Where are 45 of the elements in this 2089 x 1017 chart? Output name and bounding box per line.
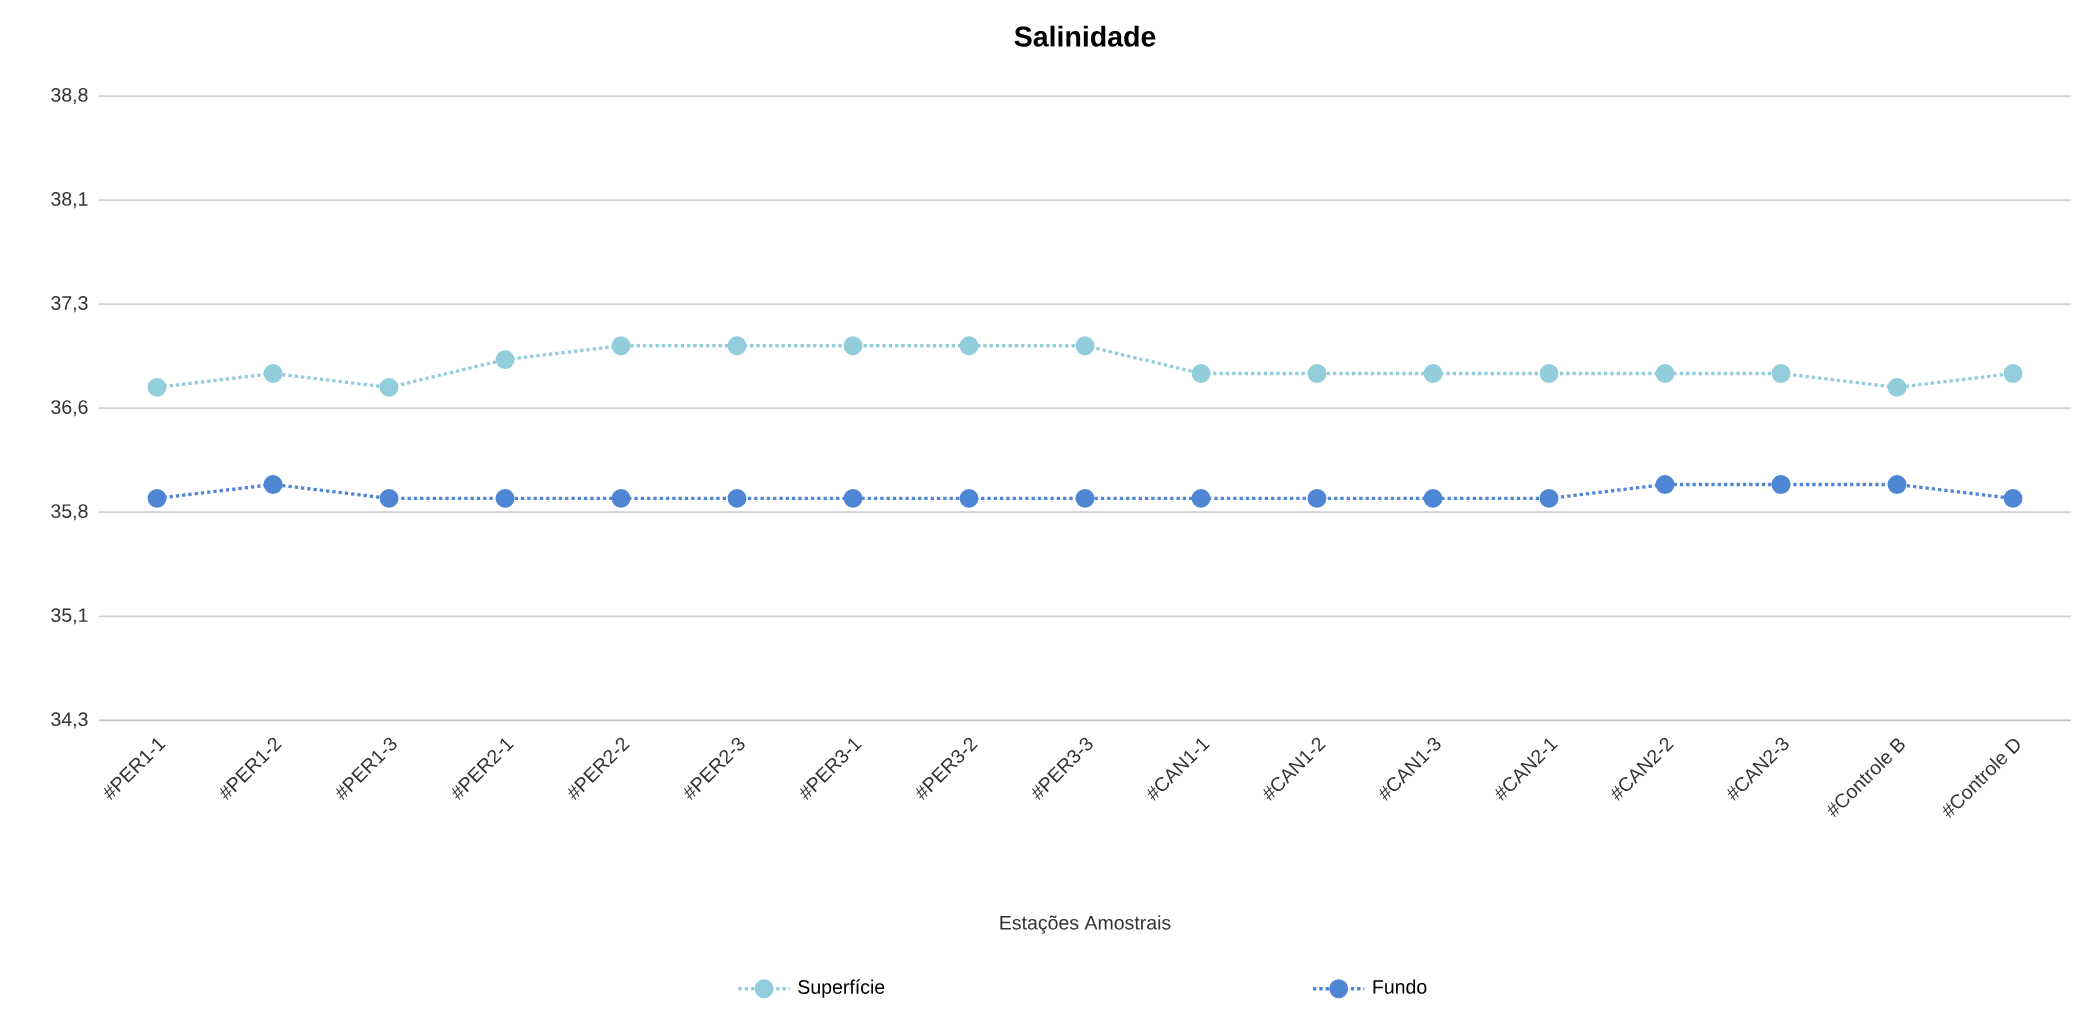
point [1191, 488, 1211, 508]
chart-title: Salinidade [1014, 25, 1156, 47]
point [1771, 474, 1791, 494]
point [379, 377, 399, 397]
point [2003, 363, 2023, 383]
point [1191, 363, 1211, 383]
point [959, 488, 979, 508]
point [1771, 363, 1791, 383]
point [379, 488, 399, 508]
legend-label: Superfície [798, 979, 885, 998]
point [727, 488, 747, 508]
point [1423, 488, 1443, 508]
point [1307, 363, 1327, 383]
point [727, 336, 747, 355]
point [1539, 363, 1559, 383]
point [263, 474, 283, 494]
point [1539, 488, 1559, 508]
y-tick-label: 37,3 [51, 295, 88, 312]
y-tick-label: 36,6 [51, 399, 88, 417]
point [1887, 377, 1907, 397]
point [1423, 363, 1443, 383]
x-axis-title: Estações Amostrais [1000, 915, 1171, 934]
point [611, 488, 631, 508]
y-tick-label: 38,1 [51, 191, 88, 208]
legend-label: Fundo [1373, 979, 1427, 994]
point [1655, 474, 1675, 494]
point [959, 336, 979, 355]
point [495, 349, 515, 369]
point [843, 488, 863, 508]
y-tick-label: 35,1 [51, 608, 88, 625]
point [1887, 474, 1907, 494]
y-tick-label: 34,3 [51, 712, 88, 729]
point [1075, 336, 1095, 355]
point [1075, 488, 1095, 508]
point [2003, 488, 2023, 508]
point [1655, 363, 1675, 383]
point [495, 488, 515, 508]
point [147, 488, 167, 508]
point [843, 336, 863, 355]
point [611, 336, 631, 355]
point [1307, 488, 1327, 508]
y-tick-label: 38,8 [51, 87, 88, 104]
y-tick-label: 35,8 [51, 503, 88, 521]
point [147, 377, 167, 397]
point [263, 363, 283, 383]
